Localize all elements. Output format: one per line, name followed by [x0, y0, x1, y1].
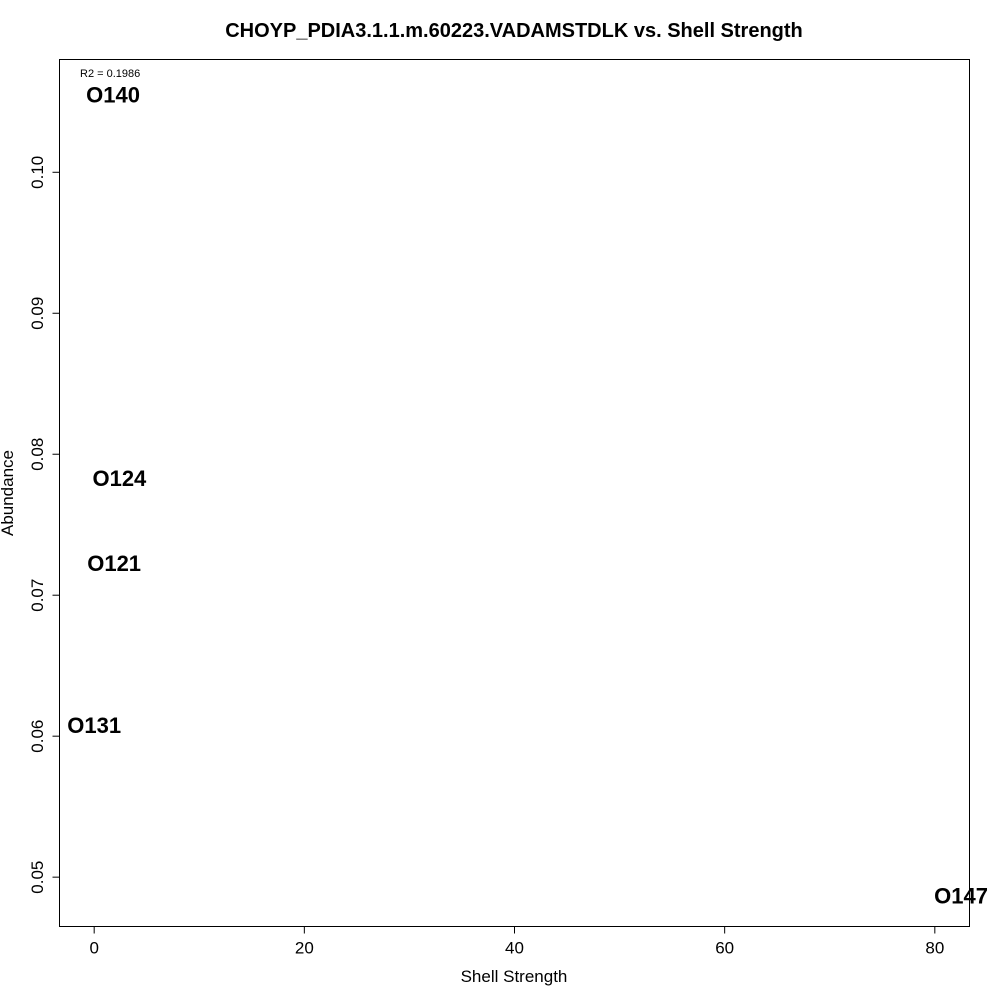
x-axis-label: Shell Strength [461, 967, 568, 986]
y-tick-label: 0.09 [28, 297, 47, 330]
data-point-label: O140 [86, 83, 140, 108]
y-axis-label: Abundance [0, 450, 17, 536]
y-axis: 0.05 0.06 0.07 0.08 0.09 0.10 [28, 156, 60, 894]
r2-annotation: R2 = 0.1986 [80, 68, 140, 80]
plot-frame [59, 59, 970, 927]
data-point-label: O131 [67, 713, 121, 738]
chart-title: CHOYP_PDIA3.1.1.m.60223.VADAMSTDLK vs. S… [225, 20, 803, 42]
x-tick-label: 20 [295, 939, 314, 958]
y-tick-label: 0.07 [28, 579, 47, 612]
x-axis: 0 20 40 60 80 [89, 926, 944, 958]
data-points: O140 O124 O121 O131 O147 [67, 83, 988, 909]
y-tick-label: 0.10 [28, 156, 47, 189]
x-tick-label: 40 [505, 939, 524, 958]
x-tick-label: 60 [715, 939, 734, 958]
data-point-label: O147 [934, 883, 988, 908]
y-tick-label: 0.08 [28, 438, 47, 471]
y-tick-label: 0.05 [28, 861, 47, 894]
x-tick-label: 0 [89, 939, 98, 958]
data-point-label: O121 [87, 551, 141, 576]
y-tick-label: 0.06 [28, 720, 47, 753]
data-point-label: O124 [92, 466, 147, 491]
x-tick-label: 80 [925, 939, 944, 958]
